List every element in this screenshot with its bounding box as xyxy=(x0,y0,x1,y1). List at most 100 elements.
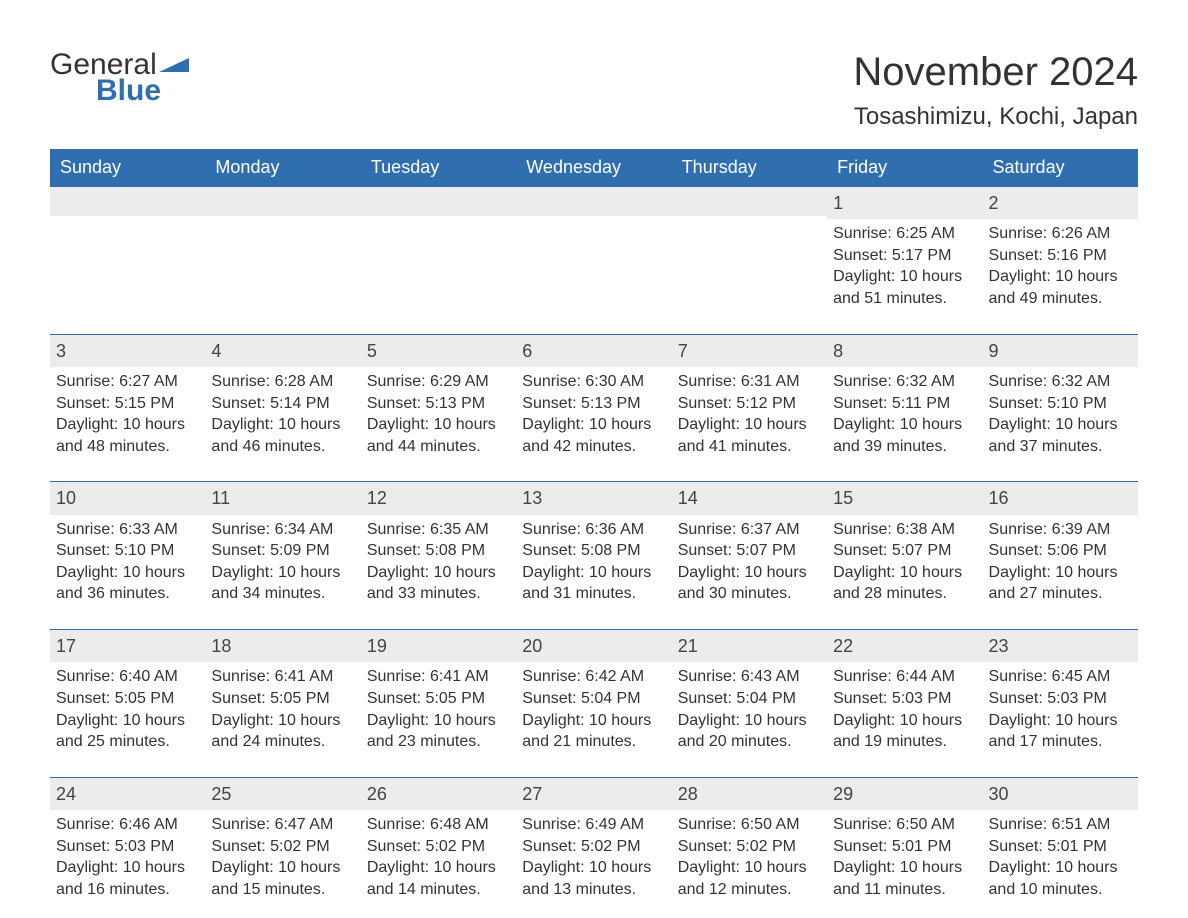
day-cell: 3Sunrise: 6:27 AMSunset: 5:15 PMDaylight… xyxy=(50,334,205,482)
day-cell: 16Sunrise: 6:39 AMSunset: 5:06 PMDayligh… xyxy=(983,481,1138,629)
day-number: 8 xyxy=(827,334,982,367)
day-number: 12 xyxy=(361,481,516,514)
day-number: 2 xyxy=(983,186,1138,219)
dl2-text: and 16 minutes. xyxy=(56,879,199,901)
sunset-text: Sunset: 5:03 PM xyxy=(833,688,976,710)
sunrise-text: Sunrise: 6:29 AM xyxy=(367,371,510,393)
sunrise-text: Sunrise: 6:25 AM xyxy=(833,223,976,245)
sunset-text: Sunset: 5:05 PM xyxy=(367,688,510,710)
sunset-text: Sunset: 5:03 PM xyxy=(989,688,1132,710)
sunset-text: Sunset: 5:02 PM xyxy=(367,836,510,858)
sunset-text: Sunset: 5:05 PM xyxy=(56,688,199,710)
sunset-text: Sunset: 5:06 PM xyxy=(989,540,1132,562)
dl2-text: and 33 minutes. xyxy=(367,583,510,605)
day-cell: 28Sunrise: 6:50 AMSunset: 5:02 PMDayligh… xyxy=(672,777,827,909)
day-number: 9 xyxy=(983,334,1138,367)
weekday-header: Tuesday xyxy=(361,149,516,186)
dl1-text: Daylight: 10 hours xyxy=(678,562,821,584)
dl2-text: and 13 minutes. xyxy=(522,879,665,901)
title-block: November 2024 Tosashimizu, Kochi, Japan xyxy=(853,50,1138,131)
dl2-text: and 41 minutes. xyxy=(678,436,821,458)
dl1-text: Daylight: 10 hours xyxy=(833,414,976,436)
day-number: 24 xyxy=(50,777,205,810)
sunset-text: Sunset: 5:03 PM xyxy=(56,836,199,858)
sunset-text: Sunset: 5:17 PM xyxy=(833,245,976,267)
sunset-text: Sunset: 5:11 PM xyxy=(833,393,976,415)
sunrise-text: Sunrise: 6:26 AM xyxy=(989,223,1132,245)
sunrise-text: Sunrise: 6:36 AM xyxy=(522,519,665,541)
sunset-text: Sunset: 5:16 PM xyxy=(989,245,1132,267)
sunrise-text: Sunrise: 6:42 AM xyxy=(522,666,665,688)
day-cell: 26Sunrise: 6:48 AMSunset: 5:02 PMDayligh… xyxy=(361,777,516,909)
dl1-text: Daylight: 10 hours xyxy=(678,414,821,436)
day-cell: 12Sunrise: 6:35 AMSunset: 5:08 PMDayligh… xyxy=(361,481,516,629)
sunrise-text: Sunrise: 6:33 AM xyxy=(56,519,199,541)
sunset-text: Sunset: 5:13 PM xyxy=(522,393,665,415)
dl1-text: Daylight: 10 hours xyxy=(367,414,510,436)
dl2-text: and 15 minutes. xyxy=(211,879,354,901)
day-number: 15 xyxy=(827,481,982,514)
day-number: 26 xyxy=(361,777,516,810)
sunrise-text: Sunrise: 6:48 AM xyxy=(367,814,510,836)
day-cell: 25Sunrise: 6:47 AMSunset: 5:02 PMDayligh… xyxy=(205,777,360,909)
day-number: 27 xyxy=(516,777,671,810)
day-cell xyxy=(205,186,360,334)
sunrise-text: Sunrise: 6:50 AM xyxy=(678,814,821,836)
day-number xyxy=(361,186,516,216)
day-cell: 17Sunrise: 6:40 AMSunset: 5:05 PMDayligh… xyxy=(50,629,205,777)
sunrise-text: Sunrise: 6:38 AM xyxy=(833,519,976,541)
week-row: 10Sunrise: 6:33 AMSunset: 5:10 PMDayligh… xyxy=(50,481,1138,629)
dl1-text: Daylight: 10 hours xyxy=(211,857,354,879)
dl1-text: Daylight: 10 hours xyxy=(678,857,821,879)
day-cell: 14Sunrise: 6:37 AMSunset: 5:07 PMDayligh… xyxy=(672,481,827,629)
dl2-text: and 25 minutes. xyxy=(56,731,199,753)
dl2-text: and 31 minutes. xyxy=(522,583,665,605)
sunrise-text: Sunrise: 6:43 AM xyxy=(678,666,821,688)
weekday-header: Saturday xyxy=(983,149,1138,186)
day-cell: 8Sunrise: 6:32 AMSunset: 5:11 PMDaylight… xyxy=(827,334,982,482)
day-number: 3 xyxy=(50,334,205,367)
sunset-text: Sunset: 5:09 PM xyxy=(211,540,354,562)
dl1-text: Daylight: 10 hours xyxy=(833,562,976,584)
day-number: 10 xyxy=(50,481,205,514)
logo-word2: Blue xyxy=(96,76,189,106)
logo: General Blue xyxy=(50,50,189,106)
weekday-header-row: Sunday Monday Tuesday Wednesday Thursday… xyxy=(50,149,1138,186)
day-cell: 10 Sunrise: 6:33 AMSunset: 5:10 PMDayligh… xyxy=(50,481,205,629)
dl1-text: Daylight: 10 hours xyxy=(989,414,1132,436)
dl1-text: Daylight: 10 hours xyxy=(522,562,665,584)
dl1-text: Daylight: 10 hours xyxy=(522,414,665,436)
sunset-text: Sunset: 5:02 PM xyxy=(211,836,354,858)
weekday-header: Sunday xyxy=(50,149,205,186)
day-cell: 23Sunrise: 6:45 AMSunset: 5:03 PMDayligh… xyxy=(983,629,1138,777)
sunset-text: Sunset: 5:14 PM xyxy=(211,393,354,415)
day-cell: 21Sunrise: 6:43 AMSunset: 5:04 PMDayligh… xyxy=(672,629,827,777)
day-cell: 22Sunrise: 6:44 AMSunset: 5:03 PMDayligh… xyxy=(827,629,982,777)
calendar: Sunday Monday Tuesday Wednesday Thursday… xyxy=(50,149,1138,908)
dl2-text: and 21 minutes. xyxy=(522,731,665,753)
day-number xyxy=(205,186,360,216)
dl2-text: and 11 minutes. xyxy=(833,879,976,901)
sunset-text: Sunset: 5:08 PM xyxy=(522,540,665,562)
dl1-text: Daylight: 10 hours xyxy=(56,414,199,436)
dl2-text: and 36 minutes. xyxy=(56,583,199,605)
weekday-header: Thursday xyxy=(672,149,827,186)
day-cell: 30Sunrise: 6:51 AMSunset: 5:01 PMDayligh… xyxy=(983,777,1138,909)
dl1-text: Daylight: 10 hours xyxy=(367,710,510,732)
sunset-text: Sunset: 5:13 PM xyxy=(367,393,510,415)
sunrise-text: Sunrise: 6:41 AM xyxy=(211,666,354,688)
dl1-text: Daylight: 10 hours xyxy=(833,710,976,732)
sunrise-text: Sunrise: 6:41 AM xyxy=(367,666,510,688)
week-row: 17Sunrise: 6:40 AMSunset: 5:05 PMDayligh… xyxy=(50,629,1138,777)
day-number xyxy=(516,186,671,216)
day-number xyxy=(672,186,827,216)
day-cell: 29Sunrise: 6:50 AMSunset: 5:01 PMDayligh… xyxy=(827,777,982,909)
sunrise-text: Sunrise: 6:28 AM xyxy=(211,371,354,393)
day-number: 4 xyxy=(205,334,360,367)
dl1-text: Daylight: 10 hours xyxy=(833,857,976,879)
dl2-text: and 20 minutes. xyxy=(678,731,821,753)
sunset-text: Sunset: 5:10 PM xyxy=(56,540,199,562)
dl1-text: Daylight: 10 hours xyxy=(367,562,510,584)
dl1-text: Daylight: 10 hours xyxy=(56,562,199,584)
day-number: 7 xyxy=(672,334,827,367)
